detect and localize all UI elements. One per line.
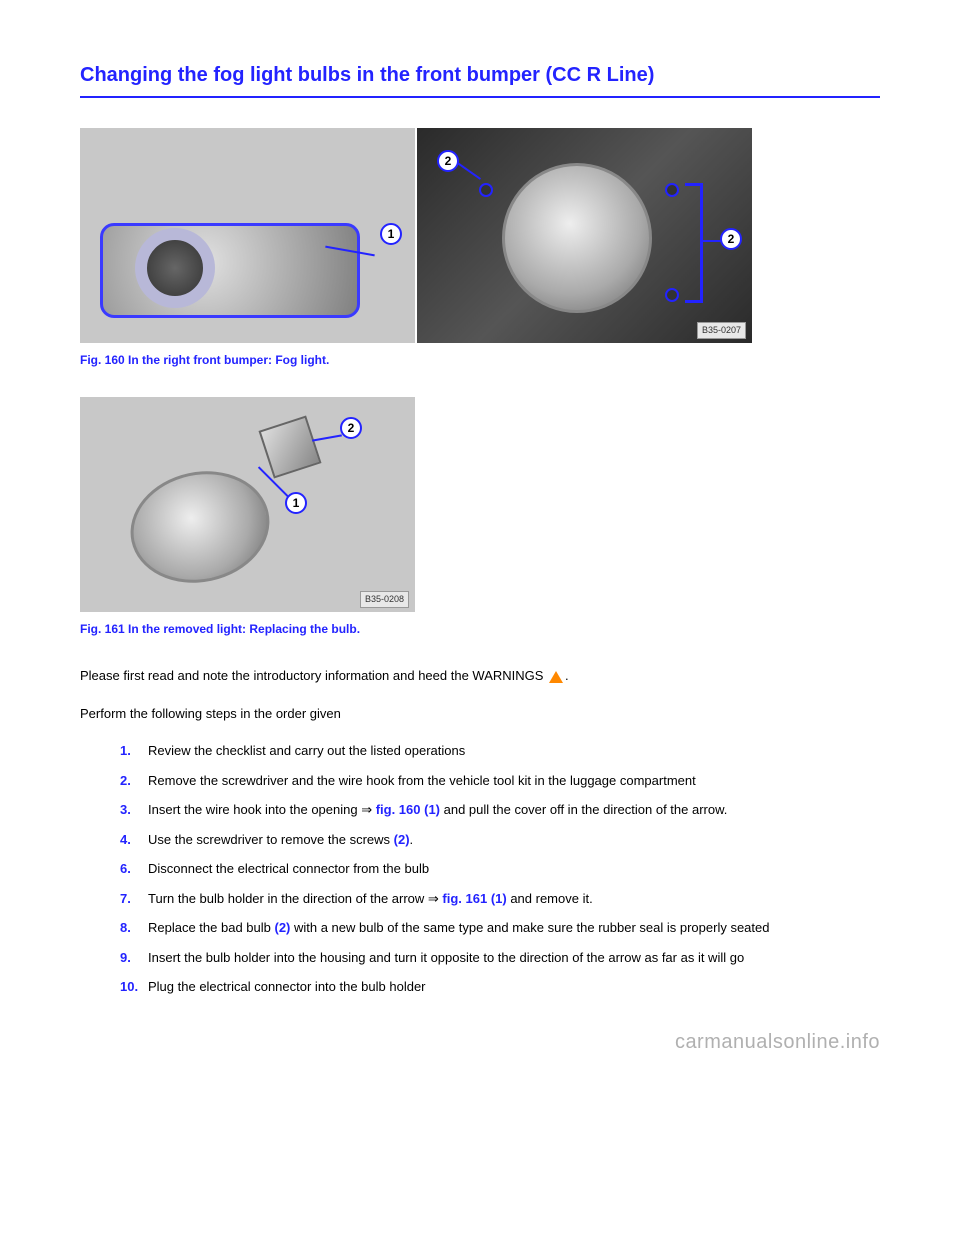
step-text: Replace the bad bulb [148,920,274,935]
figure-reference: (2) [394,832,410,847]
step-text: Insert the bulb holder into the housing … [148,950,744,965]
steps-list: 1. Review the checklist and carry out th… [80,741,880,997]
callout-line [312,434,342,441]
image-tag: B35-0207 [697,322,746,340]
callout-1: 1 [380,223,402,245]
step-number: 2. [120,771,131,791]
step-text: Remove the screwdriver and the wire hook… [148,773,696,788]
step-text: Insert the wire hook into the opening ⇒ [148,802,376,817]
step-text: Plug the electrical connector into the b… [148,979,426,994]
step-number: 8. [120,918,131,938]
step-text: Use the screwdriver to remove the screws [148,832,394,847]
section-title: Changing the fog light bulbs in the fron… [80,60,880,98]
step-text: . [410,832,414,847]
step-number: 10. [120,977,138,997]
step-number: 4. [120,830,131,850]
figure-reference: (2) [274,920,290,935]
step-number: 7. [120,889,131,909]
step-text: with a new bulb of the same type and mak… [290,920,769,935]
intro-steps-lead: Perform the following steps in the order… [80,704,880,724]
bulb-holder [258,415,321,478]
fog-light-ring [135,228,215,308]
intro-warning: Please first read and note the introduct… [80,666,880,686]
bracket-icon [685,183,703,303]
fog-light-ring [120,459,280,596]
step-4: 4. Use the screwdriver to remove the scr… [120,830,880,850]
screw-icon [665,288,679,302]
screw-icon [665,183,679,197]
callout-2: 2 [340,417,362,439]
figure-reference: fig. 160 (1) [376,802,440,817]
step-6: 6. Disconnect the electrical connector f… [120,859,880,879]
step-1: 1. Review the checklist and carry out th… [120,741,880,761]
step-9: 9. Insert the bulb holder into the housi… [120,948,880,968]
step-number: 3. [120,800,131,820]
figure-160: 1 2 2 B35-0207 [80,128,880,343]
figure-160-caption: Fig. 160 In the right front bumper: Fog … [80,351,880,369]
step-number: 6. [120,859,131,879]
step-3: 3. Insert the wire hook into the opening… [120,800,880,820]
intro-text-end: . [565,668,569,683]
step-text: Review the checklist and carry out the l… [148,743,465,758]
step-10: 10. Plug the electrical connector into t… [120,977,880,997]
figure-reference: fig. 161 (1) [442,891,506,906]
step-number: 9. [120,948,131,968]
step-number: 1. [120,741,131,761]
step-2: 2. Remove the screwdriver and the wire h… [120,771,880,791]
warning-icon [549,671,563,683]
step-text: and pull the cover off in the direction … [440,802,727,817]
fog-light-ring [502,163,652,313]
screw-icon [479,183,493,197]
step-text: and remove it. [507,891,593,906]
figure-160-panel-left: 1 [80,128,415,343]
step-8: 8. Replace the bad bulb (2) with a new b… [120,918,880,938]
image-tag: B35-0208 [360,591,409,609]
callout-2a: 2 [437,150,459,172]
callout-1: 1 [285,492,307,514]
step-7: 7. Turn the bulb holder in the direction… [120,889,880,909]
step-text: Disconnect the electrical connector from… [148,861,429,876]
callout-line [703,240,721,242]
figure-161-caption: Fig. 161 In the removed light: Replacing… [80,620,880,638]
figure-160-panel-right: 2 2 B35-0207 [417,128,752,343]
step-text: Turn the bulb holder in the direction of… [148,891,442,906]
intro-text: Please first read and note the introduct… [80,668,547,683]
footer-watermark: carmanualsonline.info [80,1027,880,1057]
callout-2b: 2 [720,228,742,250]
figure-161: 1 2 B35-0208 [80,397,415,612]
